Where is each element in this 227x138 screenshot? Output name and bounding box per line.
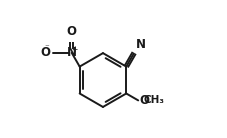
Text: N: N <box>135 39 145 51</box>
Text: O: O <box>67 25 76 38</box>
Text: O: O <box>138 94 148 107</box>
Text: CH₃: CH₃ <box>143 95 164 105</box>
Text: O: O <box>40 46 50 59</box>
Text: +: + <box>71 45 77 54</box>
Text: N: N <box>67 46 76 59</box>
Text: ⁻: ⁻ <box>45 43 49 52</box>
